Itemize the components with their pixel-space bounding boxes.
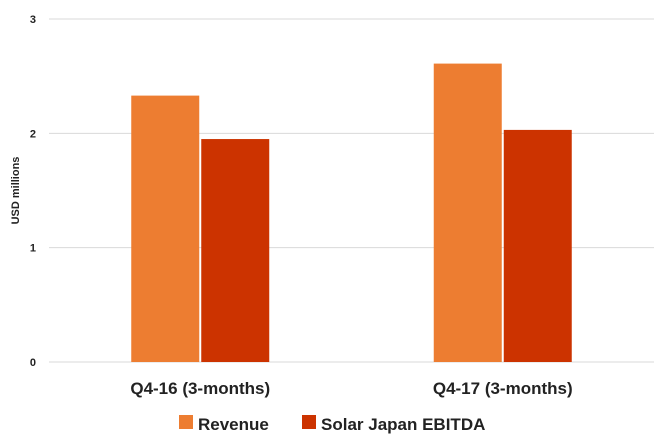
- x-axis-categories: Q4-16 (3-months) Q4-17 (3-months): [130, 379, 572, 398]
- bar: [131, 95, 200, 362]
- y-tick-label: 2: [30, 128, 36, 140]
- y-tick-label: 3: [30, 14, 36, 26]
- legend-swatch: [302, 415, 316, 429]
- bar: [201, 139, 270, 362]
- y-axis-label: USD millions: [10, 157, 22, 225]
- bar: [503, 129, 572, 362]
- legend-label: Solar Japan EBITDA: [321, 415, 485, 434]
- legend-swatch: [179, 415, 193, 429]
- x-category-label: Q4-16 (3-months): [130, 379, 270, 398]
- y-tick-label: 0: [30, 357, 36, 369]
- y-tick-label: 1: [30, 243, 36, 255]
- legend-label: Revenue: [198, 415, 269, 434]
- x-category-label: Q4-17 (3-months): [433, 379, 573, 398]
- legend: Revenue Solar Japan EBITDA: [179, 415, 485, 434]
- bar: [433, 63, 502, 363]
- y-axis-ticks: 0 1 2 3: [30, 14, 36, 369]
- bars: [131, 63, 572, 363]
